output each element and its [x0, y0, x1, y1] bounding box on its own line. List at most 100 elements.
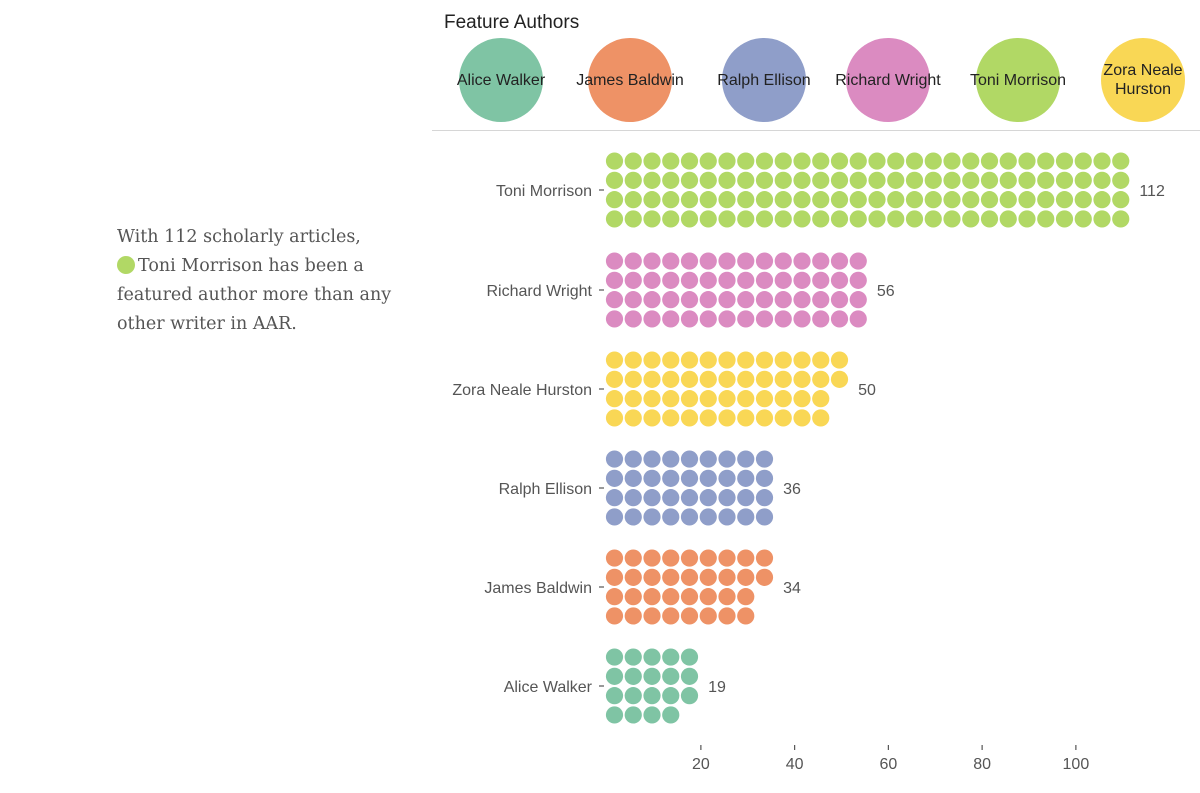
waffle-dot[interactable]	[868, 210, 886, 228]
waffle-dot[interactable]	[680, 607, 699, 625]
waffle-dot[interactable]	[624, 191, 642, 209]
waffle-dot[interactable]	[662, 310, 680, 328]
waffle-dot[interactable]	[830, 271, 849, 289]
waffle-dot[interactable]	[1112, 191, 1130, 209]
waffle-dot[interactable]	[812, 390, 830, 408]
waffle-dot[interactable]	[605, 271, 624, 289]
waffle-dot[interactable]	[605, 370, 624, 388]
waffle-dot[interactable]	[943, 171, 961, 189]
waffle-dot[interactable]	[624, 450, 642, 468]
waffle-dot[interactable]	[1074, 210, 1092, 228]
waffle-dot[interactable]	[699, 607, 717, 625]
waffle-dot[interactable]	[680, 469, 699, 487]
waffle-dot[interactable]	[624, 607, 642, 625]
waffle-dot[interactable]	[812, 310, 830, 328]
waffle-dot[interactable]	[737, 252, 755, 270]
waffle-dot[interactable]	[662, 191, 680, 209]
waffle-dot[interactable]	[643, 588, 661, 606]
waffle-dot[interactable]	[755, 191, 774, 209]
waffle-dot[interactable]	[1037, 210, 1055, 228]
waffle-dot[interactable]	[624, 171, 642, 189]
waffle-dot[interactable]	[980, 191, 999, 209]
waffle-dot[interactable]	[755, 409, 774, 427]
waffle-dot[interactable]	[624, 588, 642, 606]
waffle-dot[interactable]	[643, 706, 661, 724]
waffle-dot[interactable]	[662, 171, 680, 189]
waffle-dot[interactable]	[887, 171, 905, 189]
waffle-dot[interactable]	[643, 549, 661, 567]
waffle-dot[interactable]	[962, 210, 980, 228]
waffle-dot[interactable]	[830, 351, 849, 369]
waffle-dot[interactable]	[680, 508, 699, 526]
waffle-dot[interactable]	[737, 210, 755, 228]
waffle-dot[interactable]	[680, 450, 699, 468]
waffle-dot[interactable]	[793, 370, 811, 388]
waffle-dot[interactable]	[849, 252, 867, 270]
waffle-dot[interactable]	[812, 171, 830, 189]
waffle-dot[interactable]	[699, 191, 717, 209]
waffle-dot[interactable]	[662, 667, 680, 685]
waffle-dot[interactable]	[605, 549, 624, 567]
waffle-dot[interactable]	[605, 171, 624, 189]
waffle-dot[interactable]	[605, 706, 624, 724]
waffle-dot[interactable]	[812, 191, 830, 209]
waffle-dot[interactable]	[793, 252, 811, 270]
waffle-dot[interactable]	[605, 390, 624, 408]
waffle-dot[interactable]	[680, 588, 699, 606]
waffle-dot[interactable]	[830, 191, 849, 209]
waffle-dot[interactable]	[624, 291, 642, 309]
waffle-dot[interactable]	[680, 687, 699, 705]
waffle-dot[interactable]	[605, 450, 624, 468]
waffle-dot[interactable]	[905, 171, 924, 189]
waffle-dot[interactable]	[643, 171, 661, 189]
waffle-dot[interactable]	[868, 152, 886, 170]
waffle-dot[interactable]	[887, 210, 905, 228]
waffle-dot[interactable]	[624, 549, 642, 567]
waffle-dot[interactable]	[643, 370, 661, 388]
waffle-dot[interactable]	[887, 191, 905, 209]
waffle-dot[interactable]	[699, 568, 717, 586]
waffle-dot[interactable]	[662, 210, 680, 228]
waffle-dot[interactable]	[718, 607, 736, 625]
waffle-dot[interactable]	[624, 370, 642, 388]
waffle-dot[interactable]	[812, 271, 830, 289]
waffle-dot[interactable]	[999, 171, 1017, 189]
waffle-dot[interactable]	[643, 252, 661, 270]
waffle-dot[interactable]	[718, 588, 736, 606]
waffle-dot[interactable]	[662, 152, 680, 170]
waffle-dot[interactable]	[662, 351, 680, 369]
waffle-dot[interactable]	[905, 191, 924, 209]
waffle-dot[interactable]	[605, 489, 624, 507]
waffle-dot[interactable]	[868, 191, 886, 209]
waffle-dot[interactable]	[699, 252, 717, 270]
waffle-dot[interactable]	[643, 648, 661, 666]
waffle-dot[interactable]	[680, 152, 699, 170]
waffle-dot[interactable]	[680, 370, 699, 388]
waffle-dot[interactable]	[755, 291, 774, 309]
waffle-dot[interactable]	[793, 351, 811, 369]
waffle-dot[interactable]	[943, 152, 961, 170]
waffle-dot[interactable]	[662, 687, 680, 705]
waffle-dot[interactable]	[755, 549, 774, 567]
waffle-dot[interactable]	[718, 450, 736, 468]
waffle-dot[interactable]	[662, 271, 680, 289]
waffle-dot[interactable]	[999, 191, 1017, 209]
waffle-dot[interactable]	[755, 171, 774, 189]
waffle-dot[interactable]	[662, 648, 680, 666]
waffle-dot[interactable]	[605, 607, 624, 625]
waffle-dot[interactable]	[849, 210, 867, 228]
waffle-dot[interactable]	[718, 152, 736, 170]
waffle-dot[interactable]	[924, 210, 942, 228]
waffle-dot[interactable]	[624, 390, 642, 408]
waffle-dot[interactable]	[680, 549, 699, 567]
waffle-dot[interactable]	[1018, 210, 1036, 228]
waffle-dot[interactable]	[924, 152, 942, 170]
waffle-dot[interactable]	[662, 409, 680, 427]
waffle-dot[interactable]	[624, 568, 642, 586]
waffle-dot[interactable]	[774, 351, 792, 369]
waffle-dot[interactable]	[793, 191, 811, 209]
waffle-dot[interactable]	[662, 291, 680, 309]
waffle-dot[interactable]	[1055, 191, 1074, 209]
waffle-dot[interactable]	[718, 390, 736, 408]
waffle-dot[interactable]	[793, 171, 811, 189]
